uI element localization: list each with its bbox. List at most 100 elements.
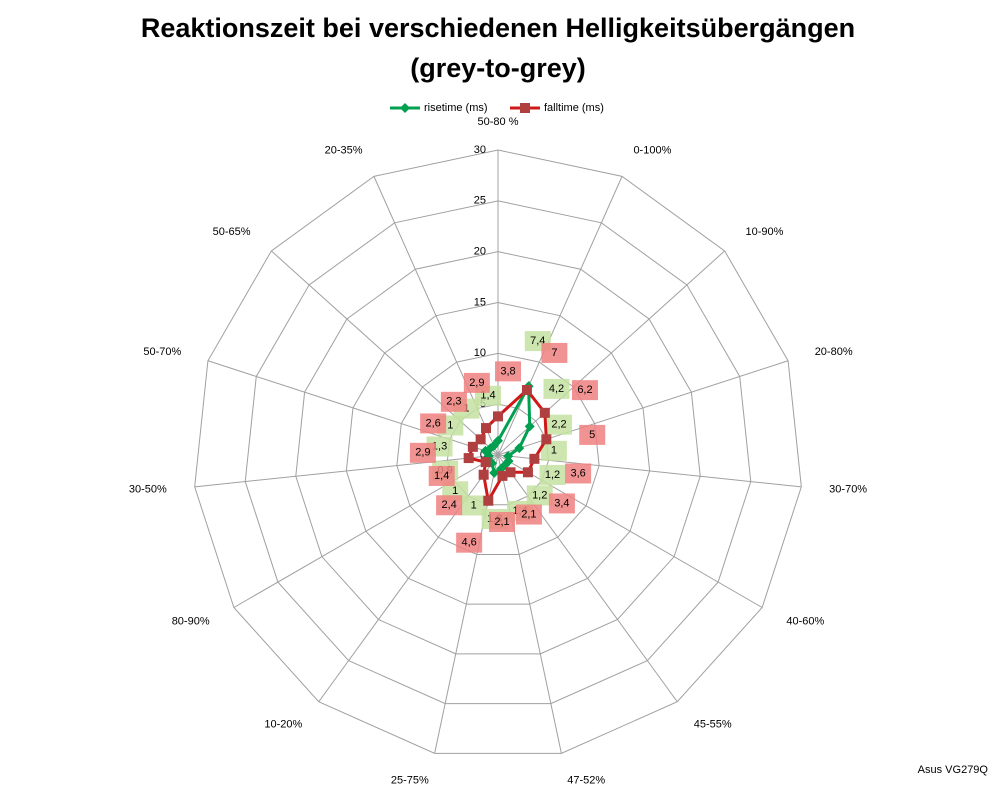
category-label: 45-55%	[694, 718, 732, 730]
data-point	[505, 467, 516, 478]
grid-ring	[345, 301, 651, 605]
data-label-box	[565, 463, 592, 484]
spoke	[497, 250, 725, 456]
data-label: 2,2	[551, 419, 566, 431]
spoke	[318, 454, 499, 703]
spoke	[497, 454, 678, 703]
data-label-box	[541, 342, 568, 363]
data-label-box	[526, 485, 553, 506]
data-point	[478, 469, 489, 480]
category-label: 20-80%	[815, 346, 853, 358]
data-label-box	[548, 493, 575, 514]
category-label: 10-90%	[745, 226, 783, 238]
data-point	[493, 411, 503, 422]
data-label-box	[571, 380, 598, 401]
tick-label: 15	[474, 296, 486, 308]
grid-ring	[244, 200, 752, 705]
category-label: 25-75%	[391, 775, 429, 786]
tick-label: 25	[474, 195, 486, 207]
data-point	[539, 407, 550, 418]
data-label-box	[489, 511, 516, 532]
data-point	[467, 441, 478, 452]
spoke	[497, 454, 763, 608]
data-label: 3,8	[500, 365, 515, 377]
data-label: 1	[471, 499, 477, 511]
category-label: 50-65%	[213, 226, 251, 238]
spoke	[233, 454, 499, 608]
data-label: 2,1	[494, 516, 509, 528]
data-point	[481, 423, 492, 434]
chart-title: Reaktionszeit bei verschiedenen Helligke…	[141, 13, 855, 43]
category-label: 30-70%	[829, 484, 867, 496]
category-label: 40-60%	[786, 615, 824, 627]
data-point	[480, 457, 491, 468]
data-point	[541, 434, 552, 445]
data-label: 4,2	[549, 383, 564, 395]
data-label: 2,9	[469, 377, 484, 389]
data-label-box	[543, 378, 570, 399]
data-label: 1	[551, 445, 557, 457]
data-label-box	[579, 424, 606, 445]
data-label-box	[456, 532, 483, 553]
data-label-box	[545, 414, 572, 435]
data-point	[463, 453, 474, 464]
data-label: 1	[447, 419, 453, 431]
data-point	[488, 440, 499, 451]
data-label: 5	[589, 429, 595, 441]
tick-label: 0	[480, 449, 486, 461]
data-point	[489, 467, 500, 478]
legend-marker	[400, 103, 410, 113]
spoke	[497, 176, 623, 456]
tick-label: 10	[474, 347, 486, 359]
legend-marker	[520, 103, 530, 113]
category-label: 50-80 %	[478, 116, 519, 128]
data-label-box	[540, 440, 567, 461]
data-point	[522, 467, 533, 478]
spoke	[194, 454, 499, 488]
category-label: 0-100%	[633, 145, 671, 157]
data-point	[529, 453, 540, 464]
data-label: 2,9	[415, 447, 430, 459]
data-label-box	[463, 372, 490, 393]
data-point	[521, 384, 532, 395]
category-label: 10-20%	[264, 718, 302, 730]
grid-ring	[295, 251, 701, 655]
data-label-box	[428, 465, 455, 486]
data-label: 3,4	[554, 497, 569, 509]
data-point	[514, 443, 525, 454]
data-label: 1,4	[434, 470, 449, 482]
spoke	[271, 250, 499, 456]
chart-subtitle: (grey-to-grey)	[410, 53, 586, 83]
data-point	[497, 470, 508, 481]
data-label: 3,6	[570, 467, 585, 479]
data-label: 2,4	[441, 499, 456, 511]
category-label: 20-35%	[325, 145, 363, 157]
legend-label: risetime (ms)	[424, 102, 488, 114]
data-label: 1,2	[545, 469, 560, 481]
data-label: 1,2	[532, 489, 547, 501]
data-label: 7	[551, 347, 557, 359]
data-label-box	[515, 504, 542, 525]
annotation: Asus VG279Q	[918, 764, 989, 776]
data-point	[483, 495, 494, 506]
data-label-box	[539, 464, 566, 485]
data-label: 2,6	[426, 417, 441, 429]
data-label: 2,3	[446, 396, 461, 408]
data-label-box	[409, 442, 436, 463]
data-label: 6,2	[577, 384, 592, 396]
data-label-box	[436, 495, 463, 516]
data-label-box	[420, 413, 447, 434]
data-label-box	[495, 361, 521, 382]
data-label: 1	[452, 485, 458, 497]
data-point	[475, 434, 486, 445]
data-label-box	[440, 391, 467, 412]
category-label: 30-50%	[129, 484, 167, 496]
tick-label: 30	[474, 144, 486, 156]
data-point	[524, 421, 535, 432]
category-label: 47-52%	[567, 775, 605, 786]
data-label: 2,1	[521, 508, 536, 520]
grid-ring	[396, 352, 600, 555]
data-label: 4,6	[461, 537, 476, 549]
grid-ring	[194, 149, 802, 754]
